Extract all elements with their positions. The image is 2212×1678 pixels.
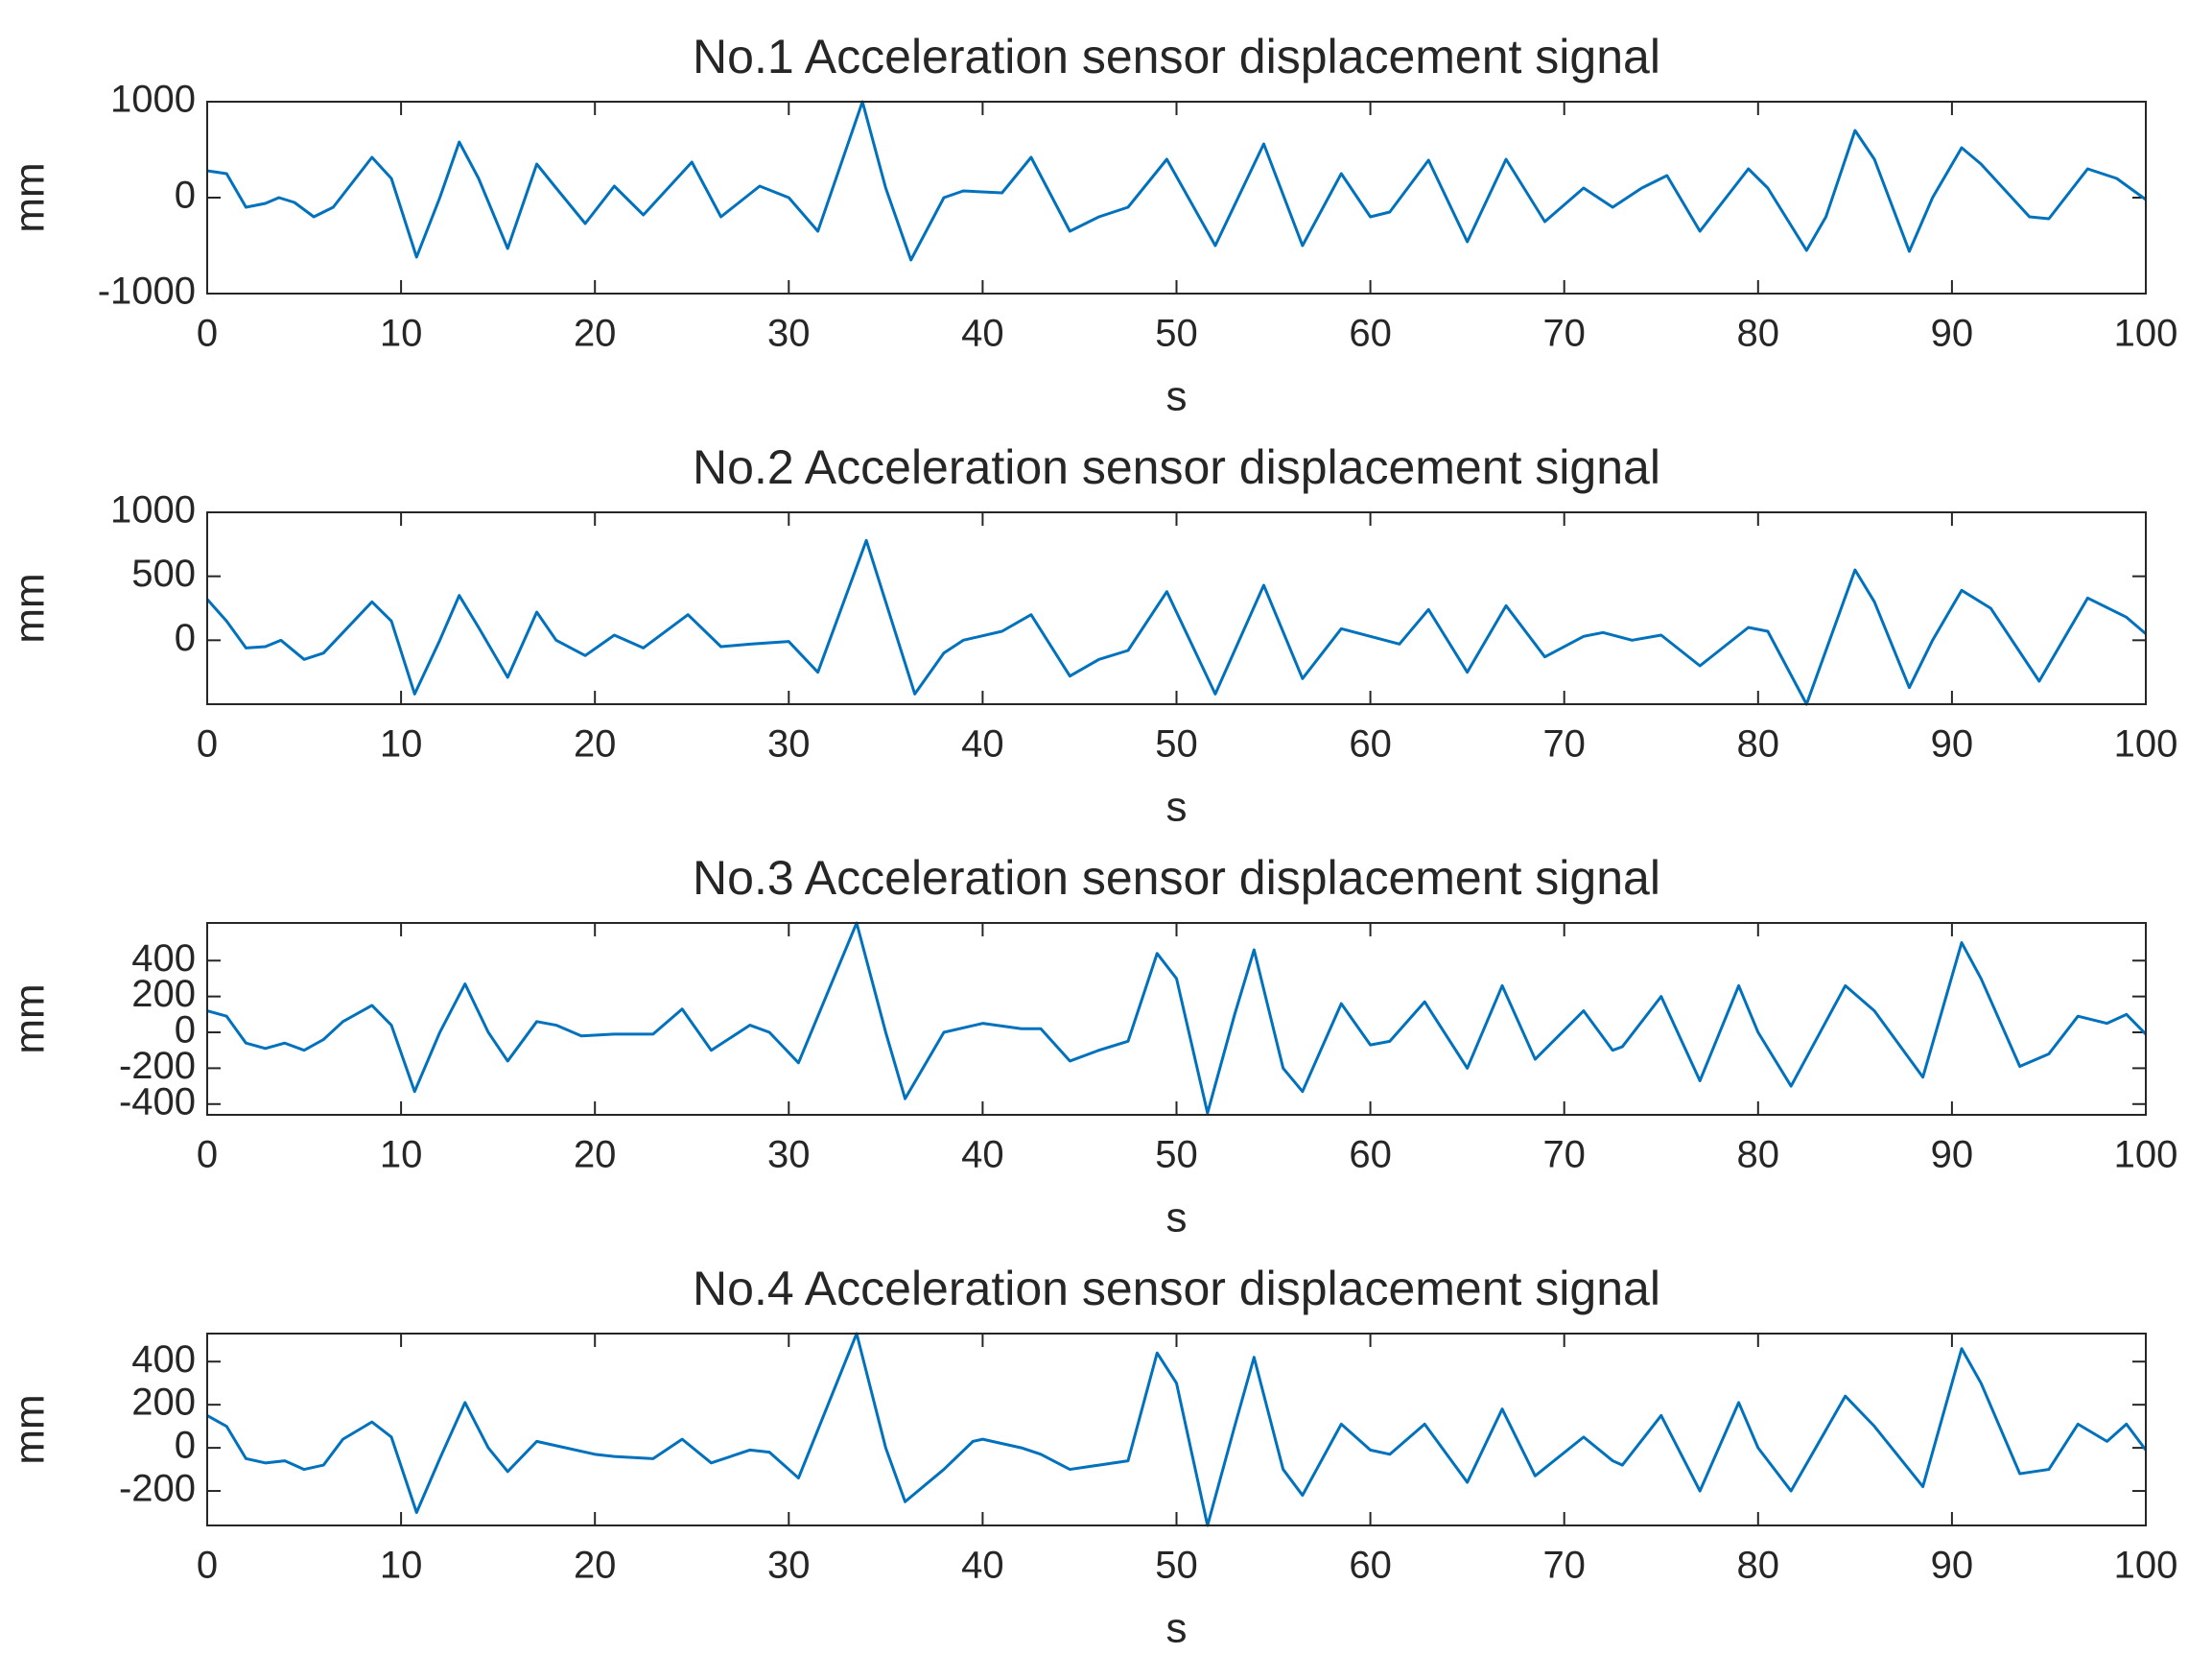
signal-line [206, 921, 2148, 1115]
x-axis-label: s [1166, 784, 1188, 831]
x-tick-label: 20 [574, 1545, 617, 1587]
x-tick-label: 40 [961, 723, 1004, 766]
x-tick-label: 100 [2114, 1134, 2178, 1176]
y-axis-label: mm [7, 983, 54, 1053]
x-tick-label: 10 [380, 723, 423, 766]
plot-frame [206, 922, 2147, 1116]
x-axis-label: s [1166, 1194, 1188, 1241]
chart-title: No.4 Acceleration sensor displacement si… [693, 1262, 1660, 1315]
y-tick-label: 0 [175, 1009, 196, 1052]
signal-line [206, 100, 2147, 262]
x-tick-label: 30 [767, 313, 811, 355]
y-tick-label: 500 [131, 553, 196, 595]
chart-title: No.1 Acceleration sensor displacement si… [693, 30, 1660, 83]
y-tick-label: -1000 [98, 271, 196, 313]
x-tick-label: 30 [767, 723, 811, 766]
chart-title: No.2 Acceleration sensor displacement si… [693, 440, 1660, 494]
x-tick-label: 60 [1349, 313, 1392, 355]
y-axis-label: mm [7, 1394, 54, 1464]
x-tick-label: 30 [767, 1545, 811, 1587]
y-tick-label: -200 [119, 1045, 196, 1087]
y-tick-label: 0 [175, 175, 196, 217]
x-tick-label: 0 [197, 1134, 218, 1176]
x-tick-label: 50 [1155, 723, 1198, 766]
y-tick-label: 1000 [110, 79, 196, 121]
x-tick-label: 60 [1349, 1134, 1392, 1176]
x-axis-label: s [1166, 373, 1188, 420]
plot-frame [206, 511, 2147, 705]
plot-frame [206, 101, 2147, 295]
x-tick-label: 0 [197, 1545, 218, 1587]
x-tick-label: 50 [1155, 313, 1198, 355]
x-tick-label: 10 [380, 1545, 423, 1587]
x-tick-label: 0 [197, 723, 218, 766]
x-axis-label: s [1166, 1605, 1188, 1652]
y-tick-label: 0 [175, 617, 196, 659]
x-tick-label: 100 [2114, 1545, 2178, 1587]
y-tick-label: -400 [119, 1080, 196, 1123]
x-tick-label: 60 [1349, 723, 1392, 766]
x-tick-label: 90 [1931, 1134, 1974, 1176]
x-tick-label: 100 [2114, 723, 2178, 766]
x-tick-label: 20 [574, 723, 617, 766]
x-tick-label: 20 [574, 313, 617, 355]
x-tick-label: 80 [1737, 723, 1780, 766]
y-tick-label: 200 [131, 1382, 196, 1424]
chart-title: No.3 Acceleration sensor displacement si… [693, 851, 1660, 905]
y-tick-label: 400 [131, 937, 196, 980]
x-tick-label: 90 [1931, 723, 1974, 766]
y-tick-label: 0 [175, 1425, 196, 1467]
y-axis-label: mm [7, 573, 54, 643]
y-tick-label: 200 [131, 973, 196, 1015]
x-tick-label: 40 [961, 1545, 1004, 1587]
x-tick-label: 20 [574, 1134, 617, 1176]
x-tick-label: 70 [1542, 723, 1586, 766]
x-tick-label: 90 [1931, 1545, 1974, 1587]
x-tick-label: 40 [961, 313, 1004, 355]
y-axis-label: mm [7, 162, 54, 232]
x-tick-label: 100 [2114, 313, 2178, 355]
x-tick-label: 60 [1349, 1545, 1392, 1587]
x-tick-label: 40 [961, 1134, 1004, 1176]
x-tick-label: 10 [380, 313, 423, 355]
plot-frame [206, 1333, 2147, 1526]
x-tick-label: 70 [1542, 1545, 1586, 1587]
signal-line [205, 538, 2147, 706]
x-tick-label: 50 [1155, 1545, 1198, 1587]
y-tick-label: 1000 [110, 489, 196, 532]
y-tick-label: 400 [131, 1338, 196, 1381]
x-tick-label: 80 [1737, 1545, 1780, 1587]
x-tick-label: 80 [1737, 1134, 1780, 1176]
x-tick-label: 10 [380, 1134, 423, 1176]
x-tick-label: 50 [1155, 1134, 1198, 1176]
x-tick-label: 70 [1542, 313, 1586, 355]
y-tick-label: -200 [119, 1468, 196, 1510]
x-tick-label: 0 [197, 313, 218, 355]
x-tick-label: 70 [1542, 1134, 1586, 1176]
x-tick-label: 90 [1931, 313, 1974, 355]
x-tick-label: 30 [767, 1134, 811, 1176]
x-tick-label: 80 [1737, 313, 1780, 355]
signal-line [206, 1332, 2148, 1527]
